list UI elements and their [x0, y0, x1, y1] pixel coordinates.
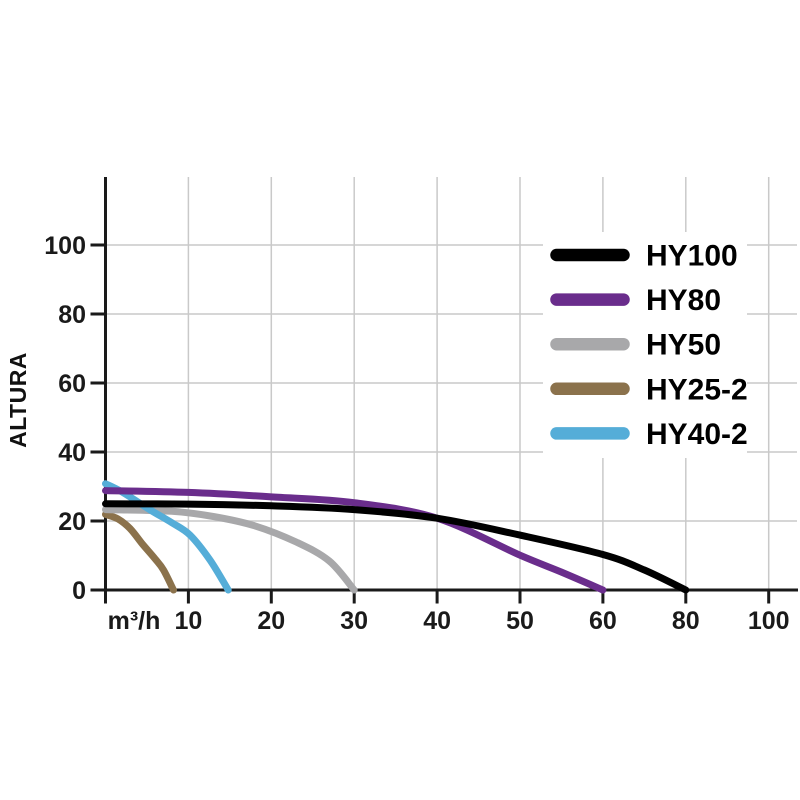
- legend-label-HY25-2: HY25-2: [646, 373, 748, 406]
- curve-HY100: [102, 500, 690, 594]
- curve-series: [102, 480, 690, 594]
- x-axis-unit-label: m³/h: [108, 607, 161, 635]
- y-tick-label: 60: [58, 370, 86, 398]
- legend-label-HY50: HY50: [646, 329, 721, 362]
- x-tick-label: 50: [506, 607, 534, 635]
- x-tick-label: 30: [340, 607, 368, 635]
- y-tick-label: 80: [58, 301, 86, 329]
- curve-HY80: [102, 487, 607, 594]
- legend-label-HY40-2: HY40-2: [646, 418, 748, 451]
- legend-label-HY80: HY80: [646, 284, 721, 317]
- tick-labels: 0 20 40 60 80 100 10 20 30 40 50 60 80 100: [44, 232, 789, 635]
- x-tick-label: 60: [589, 607, 617, 635]
- curve-HY25-2: [102, 510, 177, 594]
- curve-HY50: [102, 506, 358, 594]
- x-tick-label: 20: [257, 607, 285, 635]
- x-tick-label: 80: [672, 607, 700, 635]
- x-tick-label: 10: [174, 607, 202, 635]
- x-tick-label: 100: [748, 607, 790, 635]
- x-tick-label: 40: [423, 607, 451, 635]
- y-tick-label: 0: [72, 577, 86, 605]
- legend: HY100 HY80 HY50 HY25-2 HY40-2: [550, 240, 748, 451]
- y-tick-label: 20: [58, 508, 86, 536]
- y-tick-label: 100: [44, 232, 86, 260]
- legend-label-HY100: HY100: [646, 240, 738, 273]
- y-tick-label: 40: [58, 439, 86, 467]
- y-axis-title: ALTURA: [5, 352, 31, 448]
